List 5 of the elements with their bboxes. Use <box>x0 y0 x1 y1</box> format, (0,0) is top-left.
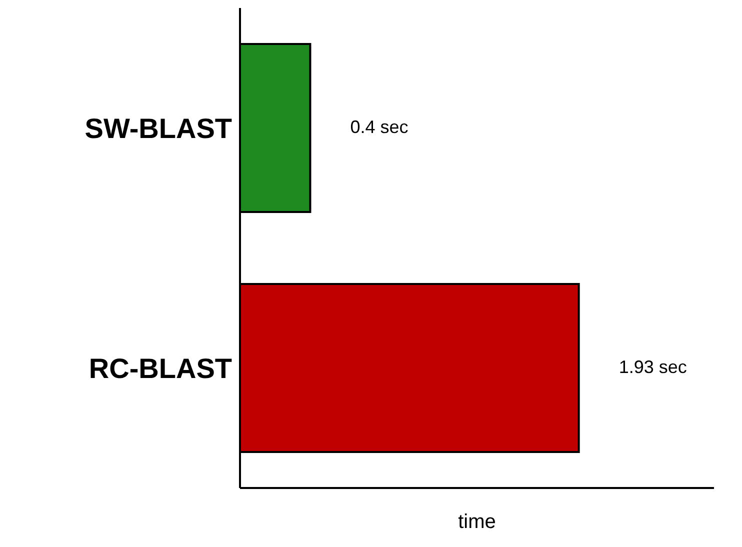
data-label: 0.4 sec <box>350 117 408 137</box>
x-axis-title: time <box>458 511 496 533</box>
y-tick-label: SW-BLAST <box>84 112 232 144</box>
data-label: 1.93 sec <box>618 357 687 377</box>
y-tick-label: RC-BLAST <box>88 352 232 384</box>
